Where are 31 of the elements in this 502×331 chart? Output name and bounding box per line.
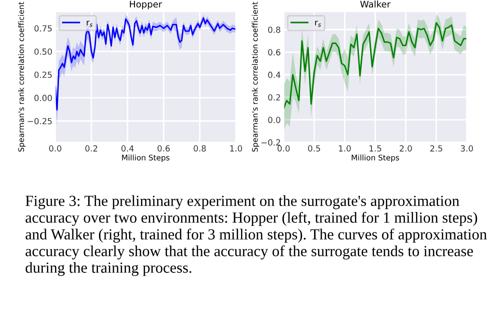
y-tick-label: 0.50 (34, 48, 52, 55)
y-tick-label: 0.25 (34, 72, 52, 78)
y-tick-label: −0.25 (28, 118, 52, 124)
x-tick-label: 0.4 (121, 145, 134, 152)
y-tick-label: 0.0 (268, 116, 280, 124)
y-tick-label: −0.2 (262, 139, 280, 146)
line-series (55, 17, 236, 111)
y-tick-label: 0.6 (268, 49, 280, 56)
chart-title: Walker (360, 0, 391, 8)
x-tick-label: 0.2 (85, 145, 98, 152)
x-tick-label: 0.6 (158, 145, 170, 152)
x-tick-label: 2.5 (430, 145, 442, 152)
x-tick-label: 0.8 (194, 145, 206, 152)
x-tick-label: 1.0 (230, 145, 242, 152)
y-tick-label: 0.2 (268, 94, 280, 101)
line-series (284, 22, 467, 110)
y-tick-label: 0.4 (268, 72, 280, 78)
x-tick-label: 0.0 (49, 145, 62, 152)
y-tick-label: 0.75 (34, 25, 52, 32)
caption: Figure 3: The preliminary experiment on the surrogate's approximation accuracy over two environments: Hopper (left, trained for 1 million steps) and Walker (right, trained for 3 million steps). The curves of approximation accuracy clearly show that the accuracy of the surrogate tends to increase during the training process. (26, 195, 487, 276)
legend-label: r$_{s}$ (315, 20, 321, 27)
x-tick-label: 3.0 (460, 145, 473, 152)
x-tick-label: 0.5 (308, 145, 320, 152)
x-tick-label: 0.0 (278, 145, 290, 152)
x-tick-label: 1.5 (370, 145, 382, 152)
y-tick-label: 0.8 (268, 26, 280, 33)
legend-label: r$_{s}$ (86, 20, 92, 27)
x-tick-label: 2.0 (400, 145, 412, 152)
chart-title: Hopper (130, 0, 162, 10)
y-tick-label: 0.00 (34, 94, 52, 102)
x-tick-label: 1.0 (338, 145, 351, 152)
